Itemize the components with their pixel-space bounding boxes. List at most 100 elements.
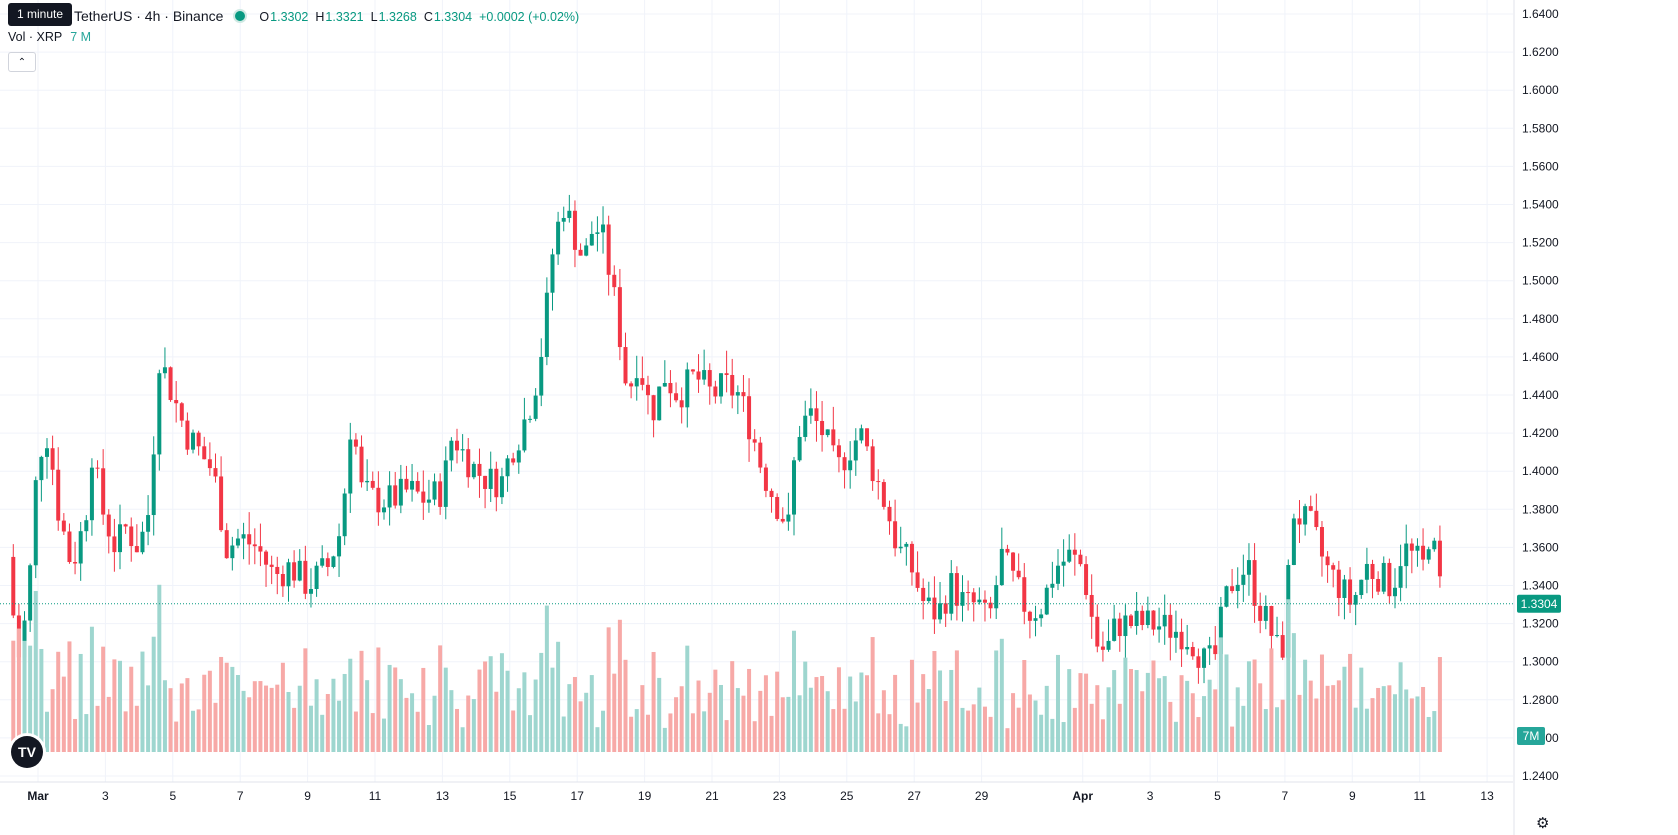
volume-bar	[617, 619, 622, 752]
volume-bar	[634, 709, 639, 752]
volume-bar	[471, 699, 476, 752]
time-tick-label: 5	[169, 789, 176, 803]
time-tick-label: 21	[705, 789, 719, 803]
timeframe-tooltip: 1 minute	[8, 3, 73, 26]
price-tick-label: 1.2400	[1522, 769, 1559, 783]
volume-bar	[432, 695, 437, 752]
candle-body	[39, 456, 44, 481]
volume-bar	[1050, 718, 1055, 752]
candle-body	[674, 393, 679, 401]
volume-bar	[320, 714, 325, 752]
volume-bar	[982, 706, 987, 752]
candle-body	[264, 551, 269, 565]
volume-bar	[314, 679, 319, 752]
candle-body	[191, 432, 196, 450]
candle-body	[1112, 618, 1117, 641]
volume-bar	[505, 670, 510, 752]
candle-body	[848, 460, 853, 471]
volume-bar	[881, 690, 886, 752]
candle-body	[202, 446, 207, 460]
candle-body	[101, 468, 106, 515]
volume-bar	[483, 661, 488, 752]
last-volume-badge	[1517, 727, 1545, 745]
candle-body	[1005, 548, 1010, 553]
volume-bar	[89, 626, 94, 752]
candle-body	[1364, 563, 1369, 580]
volume-bar	[1258, 683, 1263, 752]
candle-body	[1381, 562, 1386, 592]
volume-bar	[1112, 670, 1117, 752]
volume-bar	[185, 678, 190, 752]
time-tick-label: 7	[1282, 789, 1289, 803]
volume-bar	[1359, 667, 1364, 752]
volume-bar	[949, 669, 954, 752]
volume-bar	[960, 707, 965, 752]
candle-body	[151, 454, 156, 516]
volume-bar	[1157, 678, 1162, 752]
candle-body	[1241, 574, 1246, 585]
volume-bar	[1325, 685, 1330, 752]
volume-bar	[460, 727, 465, 752]
candle-body	[140, 531, 145, 553]
volume-bar	[365, 680, 370, 752]
candle-body	[398, 478, 403, 506]
volume-bar	[589, 675, 594, 752]
candle-body	[786, 514, 791, 522]
candle-body	[1168, 614, 1173, 638]
candle-body	[308, 588, 313, 594]
candle-body	[1100, 646, 1105, 650]
candle-body	[269, 564, 274, 567]
volume-bar	[1421, 686, 1426, 752]
volume-bar	[556, 641, 561, 752]
time-tick-label: 15	[503, 789, 517, 803]
volume-bar	[50, 689, 55, 752]
candle-body	[561, 217, 566, 222]
time-tick-label: 11	[369, 789, 382, 803]
gear-icon[interactable]: ⚙	[1536, 815, 1550, 832]
volume-bar	[331, 678, 336, 752]
volume-bar	[921, 674, 926, 752]
volume-bar	[426, 725, 431, 752]
candle-body	[1376, 579, 1381, 592]
candle-body	[303, 560, 308, 594]
candle-body	[11, 556, 16, 616]
candle-body	[662, 382, 667, 387]
volume-bar	[550, 667, 555, 752]
volume-bar	[1392, 694, 1397, 752]
volume-bar	[95, 705, 100, 752]
candle-body	[207, 459, 212, 469]
candle-body	[460, 449, 465, 451]
tradingview-logo[interactable]: TV	[11, 736, 43, 768]
candle-body	[1185, 646, 1190, 650]
candle-body	[61, 520, 66, 532]
volume-bar	[1039, 714, 1044, 752]
volume-bar	[1348, 653, 1353, 752]
volume-bar	[780, 697, 785, 752]
candle-body	[584, 245, 589, 256]
candle-body	[612, 274, 617, 288]
candle-body	[792, 460, 797, 515]
symbol-title[interactable]: TetherUS · 4h · Binance	[74, 8, 224, 24]
volume-bar	[645, 714, 650, 752]
volume-bar	[308, 705, 313, 752]
volume-bar	[702, 711, 707, 752]
candle-body	[1398, 566, 1403, 588]
collapse-legend-button[interactable]: ⌃	[8, 52, 36, 72]
volume-bar	[1067, 669, 1072, 752]
candle-body	[376, 487, 381, 513]
candle-body	[1387, 562, 1392, 597]
candle-body	[483, 475, 488, 489]
last-price-badge	[1517, 594, 1561, 613]
volume-legend: Vol · XRP 7 M	[8, 30, 91, 44]
volume-bar	[1252, 659, 1257, 752]
volume-bar	[1263, 709, 1268, 752]
volume-bar	[1202, 696, 1207, 752]
volume-bar	[544, 605, 549, 752]
candle-body	[1044, 587, 1049, 615]
candle-body	[359, 446, 364, 483]
volume-bar	[1437, 657, 1442, 752]
volume-bar	[179, 683, 184, 752]
volume-bar	[595, 727, 600, 752]
volume-bar	[1319, 654, 1324, 752]
